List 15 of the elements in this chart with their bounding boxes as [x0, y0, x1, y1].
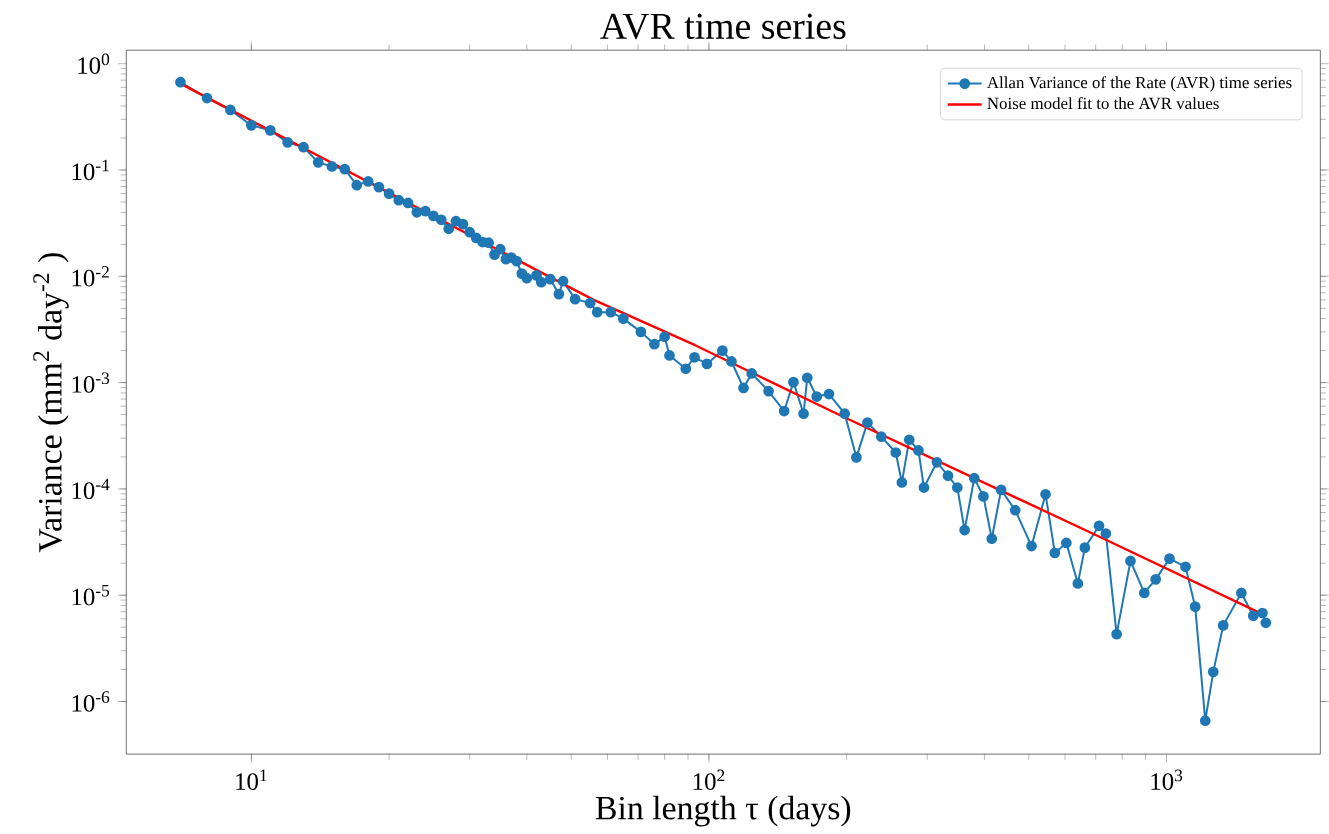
y-tick-label: 10$^{-5}$: [72, 585, 110, 606]
x-tick-label: 10$^{2}$: [693, 769, 725, 790]
legend-label: Allan Variance of the Rate (AVR) time series: [987, 76, 1292, 92]
y-tick-label: 10$^{-3}$: [72, 372, 110, 393]
legend-label: Noise model fit to the AVR values: [987, 96, 1219, 110]
y-tick-label: 10$^{-4}$: [72, 478, 110, 500]
chart-title: AVR time series: [600, 13, 846, 40]
y-axis-title: Variance (mm$^{2}$ day$^{-2}$ ): [33, 253, 69, 553]
x-axis-title: Bin length τ (days): [595, 795, 851, 827]
x-tick-label: 10$^{1}$: [236, 769, 267, 790]
y-tick-label: 10$^{0}$: [78, 53, 110, 74]
y-tick-label: 10$^{-1}$: [72, 159, 109, 181]
y-tick-label: 10$^{-6}$: [72, 691, 110, 712]
x-tick-label: 10$^{3}$: [1151, 769, 1183, 790]
y-tick-label: 10$^{-2}$: [72, 266, 109, 287]
